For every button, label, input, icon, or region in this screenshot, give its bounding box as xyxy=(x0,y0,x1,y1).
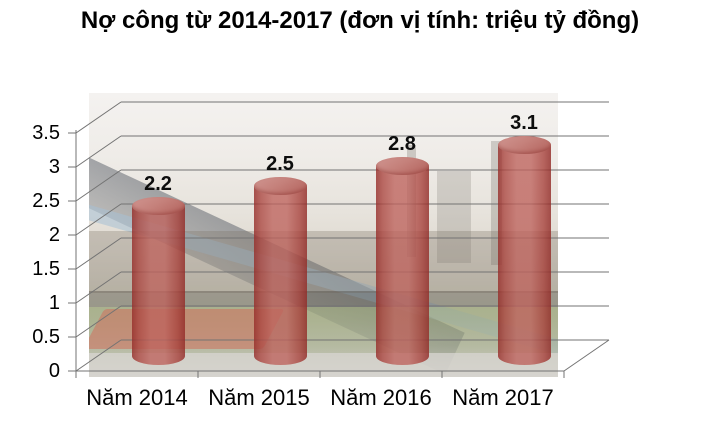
y-tick-label: 3.5 xyxy=(32,122,60,144)
cylinder-top xyxy=(131,197,185,216)
cylinder-top xyxy=(253,177,307,195)
chart-title: Nợ công từ 2014-2017 (đơn vị tính: triệu… xyxy=(80,7,640,34)
cylinder-top xyxy=(375,156,429,175)
bar-value-label: 2.5 xyxy=(266,153,294,175)
cylinder-body xyxy=(131,206,185,365)
x-category-label: Năm 2014 xyxy=(86,385,188,410)
photo-building xyxy=(437,171,471,263)
x-category-label: Năm 2016 xyxy=(330,385,432,410)
bar-value-label: 3.1 xyxy=(510,112,538,135)
y-tick-label: 2.5 xyxy=(32,190,60,212)
cylinder-body xyxy=(253,186,307,365)
y-tick-label: 0.5 xyxy=(32,326,60,348)
bar-value-label: 2.2 xyxy=(144,173,172,196)
x-category-label: Năm 2017 xyxy=(452,385,554,410)
y-tick-label: 1.5 xyxy=(32,258,60,280)
photo-smokestack xyxy=(491,141,502,265)
y-tick-label: 2 xyxy=(48,224,60,246)
photo-railway-band xyxy=(89,291,558,307)
y-tick-label: 0 xyxy=(48,360,60,382)
bar-value-label: 2.8 xyxy=(388,132,416,155)
y-tick-label: 1 xyxy=(48,292,60,314)
cylinder-body xyxy=(375,165,429,365)
cylinder-body xyxy=(497,145,551,365)
y-tick-label: 3 xyxy=(48,156,60,178)
x-category-label: Năm 2015 xyxy=(208,385,310,410)
cylinder-top xyxy=(497,136,551,155)
